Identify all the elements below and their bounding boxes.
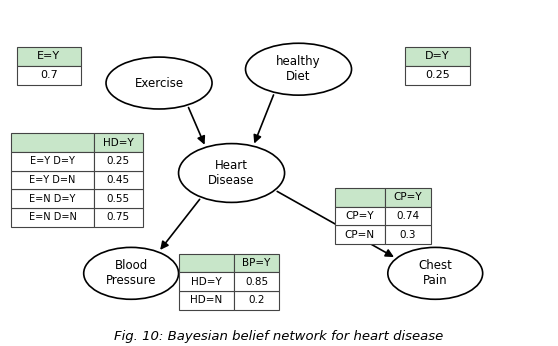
FancyBboxPatch shape <box>385 225 431 244</box>
FancyBboxPatch shape <box>11 133 94 152</box>
Text: 0.25: 0.25 <box>425 70 450 80</box>
FancyBboxPatch shape <box>179 291 234 310</box>
Text: 0.3: 0.3 <box>400 230 416 239</box>
Text: E=N D=Y: E=N D=Y <box>29 194 76 203</box>
FancyBboxPatch shape <box>405 47 470 66</box>
FancyBboxPatch shape <box>179 272 234 291</box>
Text: Heart
Disease: Heart Disease <box>208 159 255 187</box>
FancyBboxPatch shape <box>94 208 143 227</box>
Text: E=Y D=N: E=Y D=N <box>29 175 76 185</box>
Text: E=Y D=Y: E=Y D=Y <box>30 156 75 166</box>
FancyBboxPatch shape <box>335 188 385 207</box>
Text: 0.85: 0.85 <box>245 277 268 286</box>
FancyBboxPatch shape <box>179 254 234 272</box>
Text: E=N D=N: E=N D=N <box>28 212 76 222</box>
Text: E=Y: E=Y <box>37 51 60 61</box>
FancyBboxPatch shape <box>17 66 81 85</box>
FancyBboxPatch shape <box>234 254 279 272</box>
FancyBboxPatch shape <box>11 208 94 227</box>
FancyBboxPatch shape <box>405 66 470 85</box>
Text: BP=Y: BP=Y <box>243 258 271 268</box>
FancyBboxPatch shape <box>234 272 279 291</box>
Ellipse shape <box>179 144 285 202</box>
Text: D=Y: D=Y <box>425 51 450 61</box>
Text: HD=Y: HD=Y <box>103 138 134 147</box>
Text: 0.55: 0.55 <box>107 194 130 203</box>
Text: 0.25: 0.25 <box>107 156 130 166</box>
FancyBboxPatch shape <box>94 152 143 171</box>
Text: HD=Y: HD=Y <box>191 277 222 286</box>
Text: Chest
Pain: Chest Pain <box>418 260 452 287</box>
FancyBboxPatch shape <box>11 152 94 171</box>
Ellipse shape <box>106 57 212 109</box>
Ellipse shape <box>246 43 352 95</box>
FancyBboxPatch shape <box>11 171 94 189</box>
Text: HD=N: HD=N <box>190 295 223 305</box>
Text: CP=Y: CP=Y <box>345 211 374 221</box>
Text: 0.2: 0.2 <box>248 295 265 305</box>
FancyBboxPatch shape <box>11 189 94 208</box>
Text: CP=N: CP=N <box>345 230 375 239</box>
FancyBboxPatch shape <box>234 291 279 310</box>
Text: 0.7: 0.7 <box>40 70 57 80</box>
Text: Blood
Pressure: Blood Pressure <box>106 260 156 287</box>
FancyBboxPatch shape <box>335 225 385 244</box>
Text: 0.45: 0.45 <box>107 175 130 185</box>
FancyBboxPatch shape <box>335 207 385 225</box>
Text: Fig. 10: Bayesian belief network for heart disease: Fig. 10: Bayesian belief network for hea… <box>114 330 444 343</box>
Text: 0.75: 0.75 <box>107 212 130 222</box>
Text: Exercise: Exercise <box>134 76 184 90</box>
FancyBboxPatch shape <box>94 171 143 189</box>
FancyBboxPatch shape <box>385 188 431 207</box>
FancyBboxPatch shape <box>94 133 143 152</box>
FancyBboxPatch shape <box>94 189 143 208</box>
Ellipse shape <box>388 247 483 299</box>
FancyBboxPatch shape <box>385 207 431 225</box>
Ellipse shape <box>84 247 179 299</box>
Text: 0.74: 0.74 <box>396 211 420 221</box>
Text: CP=Y: CP=Y <box>393 192 422 202</box>
Text: healthy
Diet: healthy Diet <box>276 55 321 83</box>
FancyBboxPatch shape <box>17 47 81 66</box>
